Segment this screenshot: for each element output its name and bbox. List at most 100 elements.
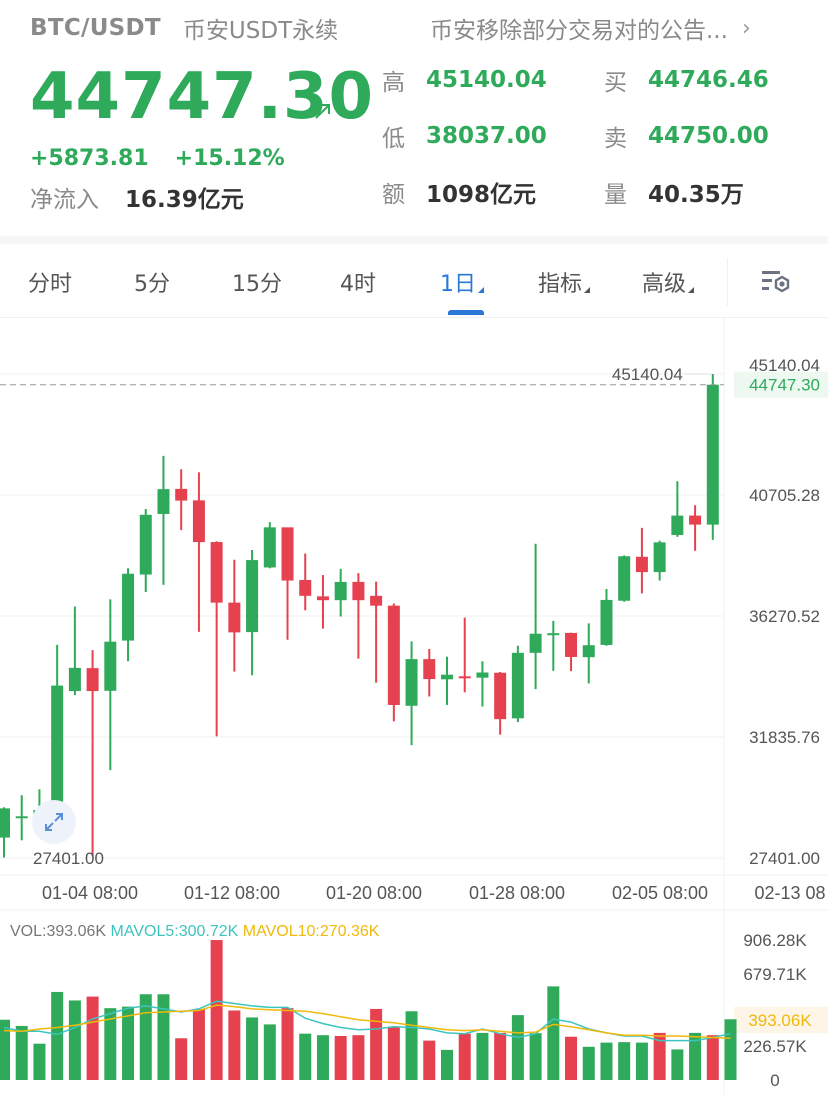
- current-price-tag: [734, 371, 828, 398]
- candle-body: [51, 685, 64, 815]
- candle-body: [653, 542, 666, 573]
- volume-bar: [387, 1026, 400, 1080]
- price-axis-label: 27401.00: [749, 849, 820, 868]
- candle-body: [175, 488, 188, 501]
- section-divider: [0, 236, 828, 244]
- candle-body: [494, 672, 507, 720]
- volume-legend: VOL:393.06K MAVOL5:300.72K MAVOL10:270.3…: [10, 923, 380, 940]
- volume-bar: [122, 1006, 135, 1080]
- candle-body: [618, 556, 631, 601]
- tab-timeshare[interactable]: 分时: [28, 266, 72, 298]
- candle-body: [122, 573, 135, 641]
- volume-bar: [547, 986, 560, 1080]
- tab-label: 高级: [642, 272, 687, 297]
- tab-advanced[interactable]: 高级: [642, 266, 695, 298]
- volume-bar: [423, 1040, 436, 1080]
- volume-bar: [689, 1032, 702, 1080]
- candle-body: [635, 556, 648, 573]
- timeframe-tabs: 分时 5分 15分 4时 1日 指标 高级: [0, 244, 828, 318]
- volume-bar: [0, 1019, 10, 1080]
- candle-body: [86, 668, 99, 692]
- volume-bar: [441, 1049, 453, 1080]
- change-percent: +15.12%: [174, 146, 285, 171]
- price-axis-label: 45140.04: [749, 356, 820, 375]
- candle-body: [68, 667, 81, 692]
- expand-arrows-icon: [45, 813, 63, 831]
- chevron-right-icon: ›: [741, 15, 751, 41]
- stat-bid: 买 44746.46: [604, 62, 769, 98]
- volume-bar: [565, 1036, 578, 1080]
- candle-body: [263, 527, 276, 568]
- candle-body: [210, 542, 223, 603]
- tab-label: 分时: [28, 272, 73, 297]
- time-axis-label: 02-05 08:00: [612, 883, 708, 903]
- candle-body: [476, 672, 489, 678]
- stat-low-label: 低: [382, 126, 405, 152]
- active-tab-indicator: [448, 310, 484, 315]
- net-inflow: 净流入 16.39亿元: [30, 180, 244, 214]
- candle-body: [370, 595, 383, 606]
- fullscreen-button[interactable]: [32, 800, 76, 844]
- chart-settings-icon[interactable]: [760, 268, 792, 296]
- tab-1day[interactable]: 1日: [440, 266, 484, 298]
- volume-bar: [476, 1032, 489, 1080]
- candle-body: [192, 500, 205, 543]
- candle-body: [582, 645, 595, 658]
- volume-bar: [210, 940, 223, 1080]
- candle-body: [334, 581, 347, 601]
- candle-body: [15, 816, 28, 819]
- volume-bar: [316, 1035, 329, 1080]
- tab-indicators[interactable]: 指标: [538, 266, 591, 298]
- tab-label: 15分: [232, 272, 282, 297]
- stat-amount-value: 1098亿元: [426, 182, 537, 208]
- volume-bar: [86, 996, 99, 1080]
- candlestick-chart[interactable]: 45140.04 40705.28 36270.52 31835.76 27401.00…: [0, 318, 828, 1095]
- volume-bar: [653, 1032, 666, 1080]
- candle-body: [671, 515, 684, 535]
- current-volume-tag: [734, 1007, 828, 1033]
- stat-bid-label: 买: [604, 70, 627, 96]
- tab-divider: [727, 258, 728, 306]
- volume-bar: [175, 1038, 188, 1080]
- volume-axis-label: 679.71K: [743, 965, 807, 984]
- exchange-label: 币安USDT永续: [182, 18, 339, 44]
- volume-bar: [618, 1042, 631, 1080]
- volume-bar: [68, 1000, 81, 1080]
- volume-bar: [281, 1008, 294, 1080]
- tab-4hour[interactable]: 4时: [340, 266, 376, 298]
- volume-bar: [228, 1010, 241, 1080]
- volume-bar: [724, 1019, 737, 1080]
- time-axis-label: 01-12 08:00: [184, 883, 280, 903]
- candle-body: [441, 674, 453, 680]
- stat-volume-value: 40.35万: [648, 182, 744, 208]
- announcement-link[interactable]: 币安移除部分交易对的公告... ›: [430, 11, 751, 45]
- current-price-label: 44747.30: [749, 376, 820, 395]
- stat-low-value: 38037.00: [426, 123, 547, 149]
- instrument-header: BTC/USDT 币安USDT永续 币安移除部分交易对的公告... ›: [30, 10, 798, 46]
- mavol10-line: [3, 1004, 731, 1040]
- candle-body: [600, 599, 613, 645]
- tab-15min[interactable]: 15分: [232, 266, 282, 298]
- tab-5min[interactable]: 5分: [134, 266, 170, 298]
- volume-bar: [15, 1025, 28, 1080]
- volume-bar: [51, 991, 64, 1080]
- candle-body: [387, 605, 400, 705]
- stat-ask-label: 卖: [604, 126, 627, 152]
- volume-bar: [263, 1024, 276, 1080]
- dropdown-triangle-icon: [688, 287, 695, 293]
- stat-volume-label: 量: [604, 182, 627, 208]
- candle-body: [139, 514, 152, 575]
- volume-bar: [582, 1046, 595, 1080]
- volume-axis-label: 906.28K: [743, 931, 807, 950]
- price-axis-label: 40705.28: [749, 486, 820, 505]
- candle-body: [511, 652, 524, 719]
- volume-bar: [458, 1033, 471, 1080]
- dropdown-triangle-icon: [478, 287, 484, 293]
- candle-body: [706, 384, 719, 525]
- symbol-label: BTC/USDT: [30, 15, 161, 41]
- volume-bar: [511, 1015, 524, 1080]
- last-price: 44747.30: [30, 60, 375, 134]
- price-axis-label: 36270.52: [749, 607, 820, 626]
- dropdown-triangle-icon: [584, 287, 591, 293]
- volume-axis-label: 226.57K: [743, 1037, 807, 1056]
